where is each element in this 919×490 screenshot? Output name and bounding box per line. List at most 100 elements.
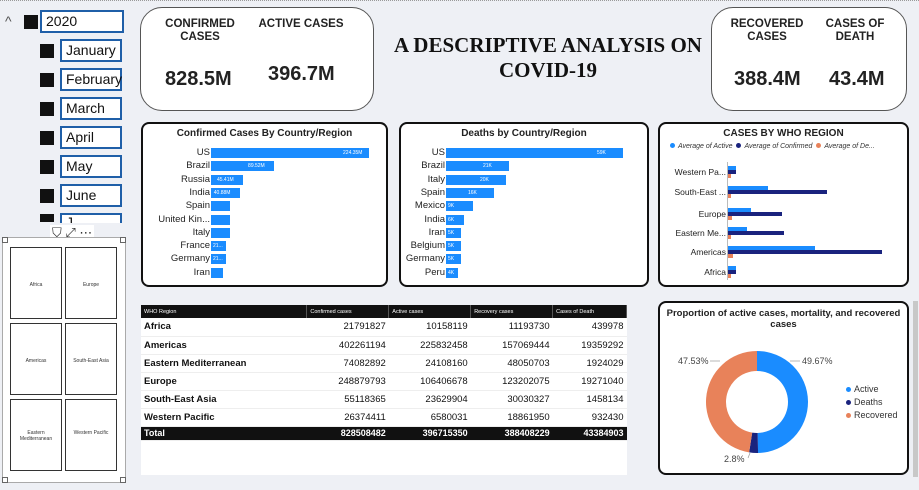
month-item-june[interactable]: June bbox=[40, 184, 122, 207]
bar[interactable] bbox=[728, 216, 732, 220]
deaths-by-country-panel[interactable]: Deaths by Country/Region US 59K Brazil 21K I… bbox=[399, 122, 649, 287]
month-item-april[interactable]: April bbox=[40, 126, 122, 149]
bar[interactable] bbox=[728, 186, 769, 190]
table-cell: 402261194 bbox=[306, 336, 389, 355]
resize-handle[interactable] bbox=[120, 477, 126, 483]
month-item-february[interactable]: February bbox=[40, 68, 122, 91]
resize-handle[interactable] bbox=[2, 237, 8, 243]
year-checkbox[interactable] bbox=[24, 14, 38, 29]
collapse-chevron-icon[interactable]: ^ bbox=[5, 13, 12, 29]
month-label[interactable]: J bbox=[60, 213, 122, 223]
bar[interactable] bbox=[211, 254, 226, 265]
resize-handle[interactable] bbox=[120, 237, 126, 243]
bar[interactable] bbox=[728, 274, 731, 278]
death-label: CASES OF DEATH bbox=[825, 18, 885, 43]
month-checkbox[interactable] bbox=[40, 188, 54, 203]
bar[interactable] bbox=[728, 190, 827, 194]
table-row[interactable]: Americas 402261194 225832458 157069444 19359… bbox=[141, 336, 627, 355]
bar[interactable] bbox=[446, 201, 473, 212]
bar[interactable] bbox=[446, 187, 494, 198]
bar[interactable] bbox=[211, 241, 226, 252]
bar[interactable] bbox=[728, 170, 736, 174]
bar[interactable] bbox=[211, 161, 275, 172]
bar[interactable] bbox=[211, 201, 231, 212]
column-header[interactable]: Confirmed cases bbox=[306, 305, 390, 318]
bar[interactable] bbox=[211, 148, 370, 158]
table-row[interactable]: South-East Asia 55118365 23629904 30030327 1… bbox=[141, 390, 627, 409]
month-checkbox[interactable] bbox=[40, 72, 54, 87]
map-cell-europe[interactable]: Europe bbox=[65, 247, 117, 319]
bar[interactable] bbox=[446, 267, 458, 278]
resize-handle[interactable] bbox=[2, 477, 8, 483]
bar[interactable] bbox=[446, 174, 506, 185]
map-cell-americas[interactable]: Americas bbox=[10, 323, 62, 395]
bar[interactable] bbox=[446, 254, 461, 265]
bar[interactable] bbox=[728, 270, 736, 274]
map-cell-south-east-asia[interactable]: South-East Asia bbox=[65, 323, 117, 395]
month-checkbox[interactable] bbox=[40, 130, 54, 145]
who-table[interactable]: WHO Region Confirmed cases Active cases Rec… bbox=[141, 305, 627, 441]
who-region-panel[interactable]: CASES BY WHO REGION Average of Active Av… bbox=[658, 122, 909, 287]
donut-slice-active[interactable] bbox=[757, 351, 809, 453]
bar[interactable] bbox=[728, 212, 783, 216]
proportion-panel[interactable]: Proportion of active cases, mortality, a… bbox=[658, 301, 909, 475]
bar[interactable] bbox=[211, 174, 243, 185]
bar[interactable] bbox=[728, 166, 736, 170]
month-checkbox[interactable] bbox=[40, 214, 54, 222]
bar[interactable] bbox=[728, 208, 751, 212]
table-row[interactable]: Africa 21791827 10158119 11193730 439978 bbox=[141, 318, 627, 337]
donut-slice-deaths[interactable] bbox=[749, 432, 759, 453]
bar[interactable] bbox=[728, 174, 731, 178]
map-cell-africa[interactable]: Africa bbox=[10, 247, 62, 319]
bar[interactable] bbox=[728, 254, 734, 258]
vertical-scrollbar[interactable] bbox=[913, 301, 918, 477]
month-item-january[interactable]: January bbox=[40, 39, 122, 62]
month-checkbox[interactable] bbox=[40, 101, 54, 116]
column-header[interactable]: Active cases bbox=[388, 305, 472, 318]
bar[interactable] bbox=[728, 227, 747, 231]
month-label[interactable]: June bbox=[60, 184, 122, 207]
month-label[interactable]: April bbox=[60, 126, 122, 149]
bar[interactable] bbox=[728, 235, 731, 239]
bar[interactable] bbox=[211, 214, 230, 225]
table-cell: 26374411 bbox=[306, 408, 389, 427]
map-cell-western-pacific[interactable]: Western Pacific bbox=[65, 399, 117, 471]
month-checkbox[interactable] bbox=[40, 159, 54, 174]
month-item-march[interactable]: March bbox=[40, 97, 122, 120]
bar[interactable] bbox=[211, 227, 230, 238]
bar[interactable] bbox=[728, 246, 816, 250]
column-header[interactable]: WHO Region bbox=[141, 305, 308, 318]
month-label[interactable]: March bbox=[60, 97, 122, 120]
month-item-may[interactable]: May bbox=[40, 155, 122, 178]
table-row[interactable]: Europe 248879793 106406678 123202075 1927104… bbox=[141, 372, 627, 391]
year-label[interactable]: 2020 bbox=[40, 10, 124, 33]
bar[interactable] bbox=[446, 161, 509, 172]
bar[interactable] bbox=[728, 250, 883, 254]
month-label[interactable]: May bbox=[60, 155, 122, 178]
more-options-icon[interactable]: ⋯ bbox=[79, 225, 93, 240]
bar[interactable] bbox=[446, 227, 461, 238]
month-label[interactable]: January bbox=[60, 39, 122, 62]
bar[interactable] bbox=[446, 214, 464, 225]
table-row[interactable]: Eastern Mediterranean 74082892 24108160 480… bbox=[141, 354, 627, 373]
table-total-row[interactable]: Total 828508482 396715350 388408229 43384903 bbox=[141, 426, 627, 441]
month-label[interactable]: February bbox=[60, 68, 122, 91]
bar[interactable] bbox=[728, 194, 731, 198]
column-header[interactable]: Recovery cases bbox=[470, 305, 554, 318]
category-label: Europe bbox=[698, 209, 726, 219]
bar[interactable] bbox=[728, 231, 784, 235]
bar[interactable] bbox=[446, 148, 623, 158]
filter-icon[interactable]: ⛉ bbox=[52, 225, 62, 240]
bar[interactable] bbox=[728, 266, 736, 270]
bar[interactable] bbox=[211, 187, 240, 198]
donut-slice-recovered[interactable] bbox=[706, 351, 757, 453]
bar[interactable] bbox=[446, 241, 461, 252]
focus-mode-icon[interactable]: ⤢ bbox=[65, 225, 76, 240]
table-row[interactable]: Western Pacific 26374411 6580031 18861950 93… bbox=[141, 408, 627, 427]
map-cell-eastern-mediterranean[interactable]: Eastern Mediterranean bbox=[10, 399, 62, 471]
confirmed-by-country-panel[interactable]: Confirmed Cases By Country/Region US 224.… bbox=[141, 122, 388, 287]
column-header[interactable]: Cases of Death bbox=[552, 305, 627, 318]
month-checkbox[interactable] bbox=[40, 43, 54, 58]
bar[interactable] bbox=[211, 267, 223, 278]
month-item-partial[interactable]: J bbox=[40, 213, 122, 223]
